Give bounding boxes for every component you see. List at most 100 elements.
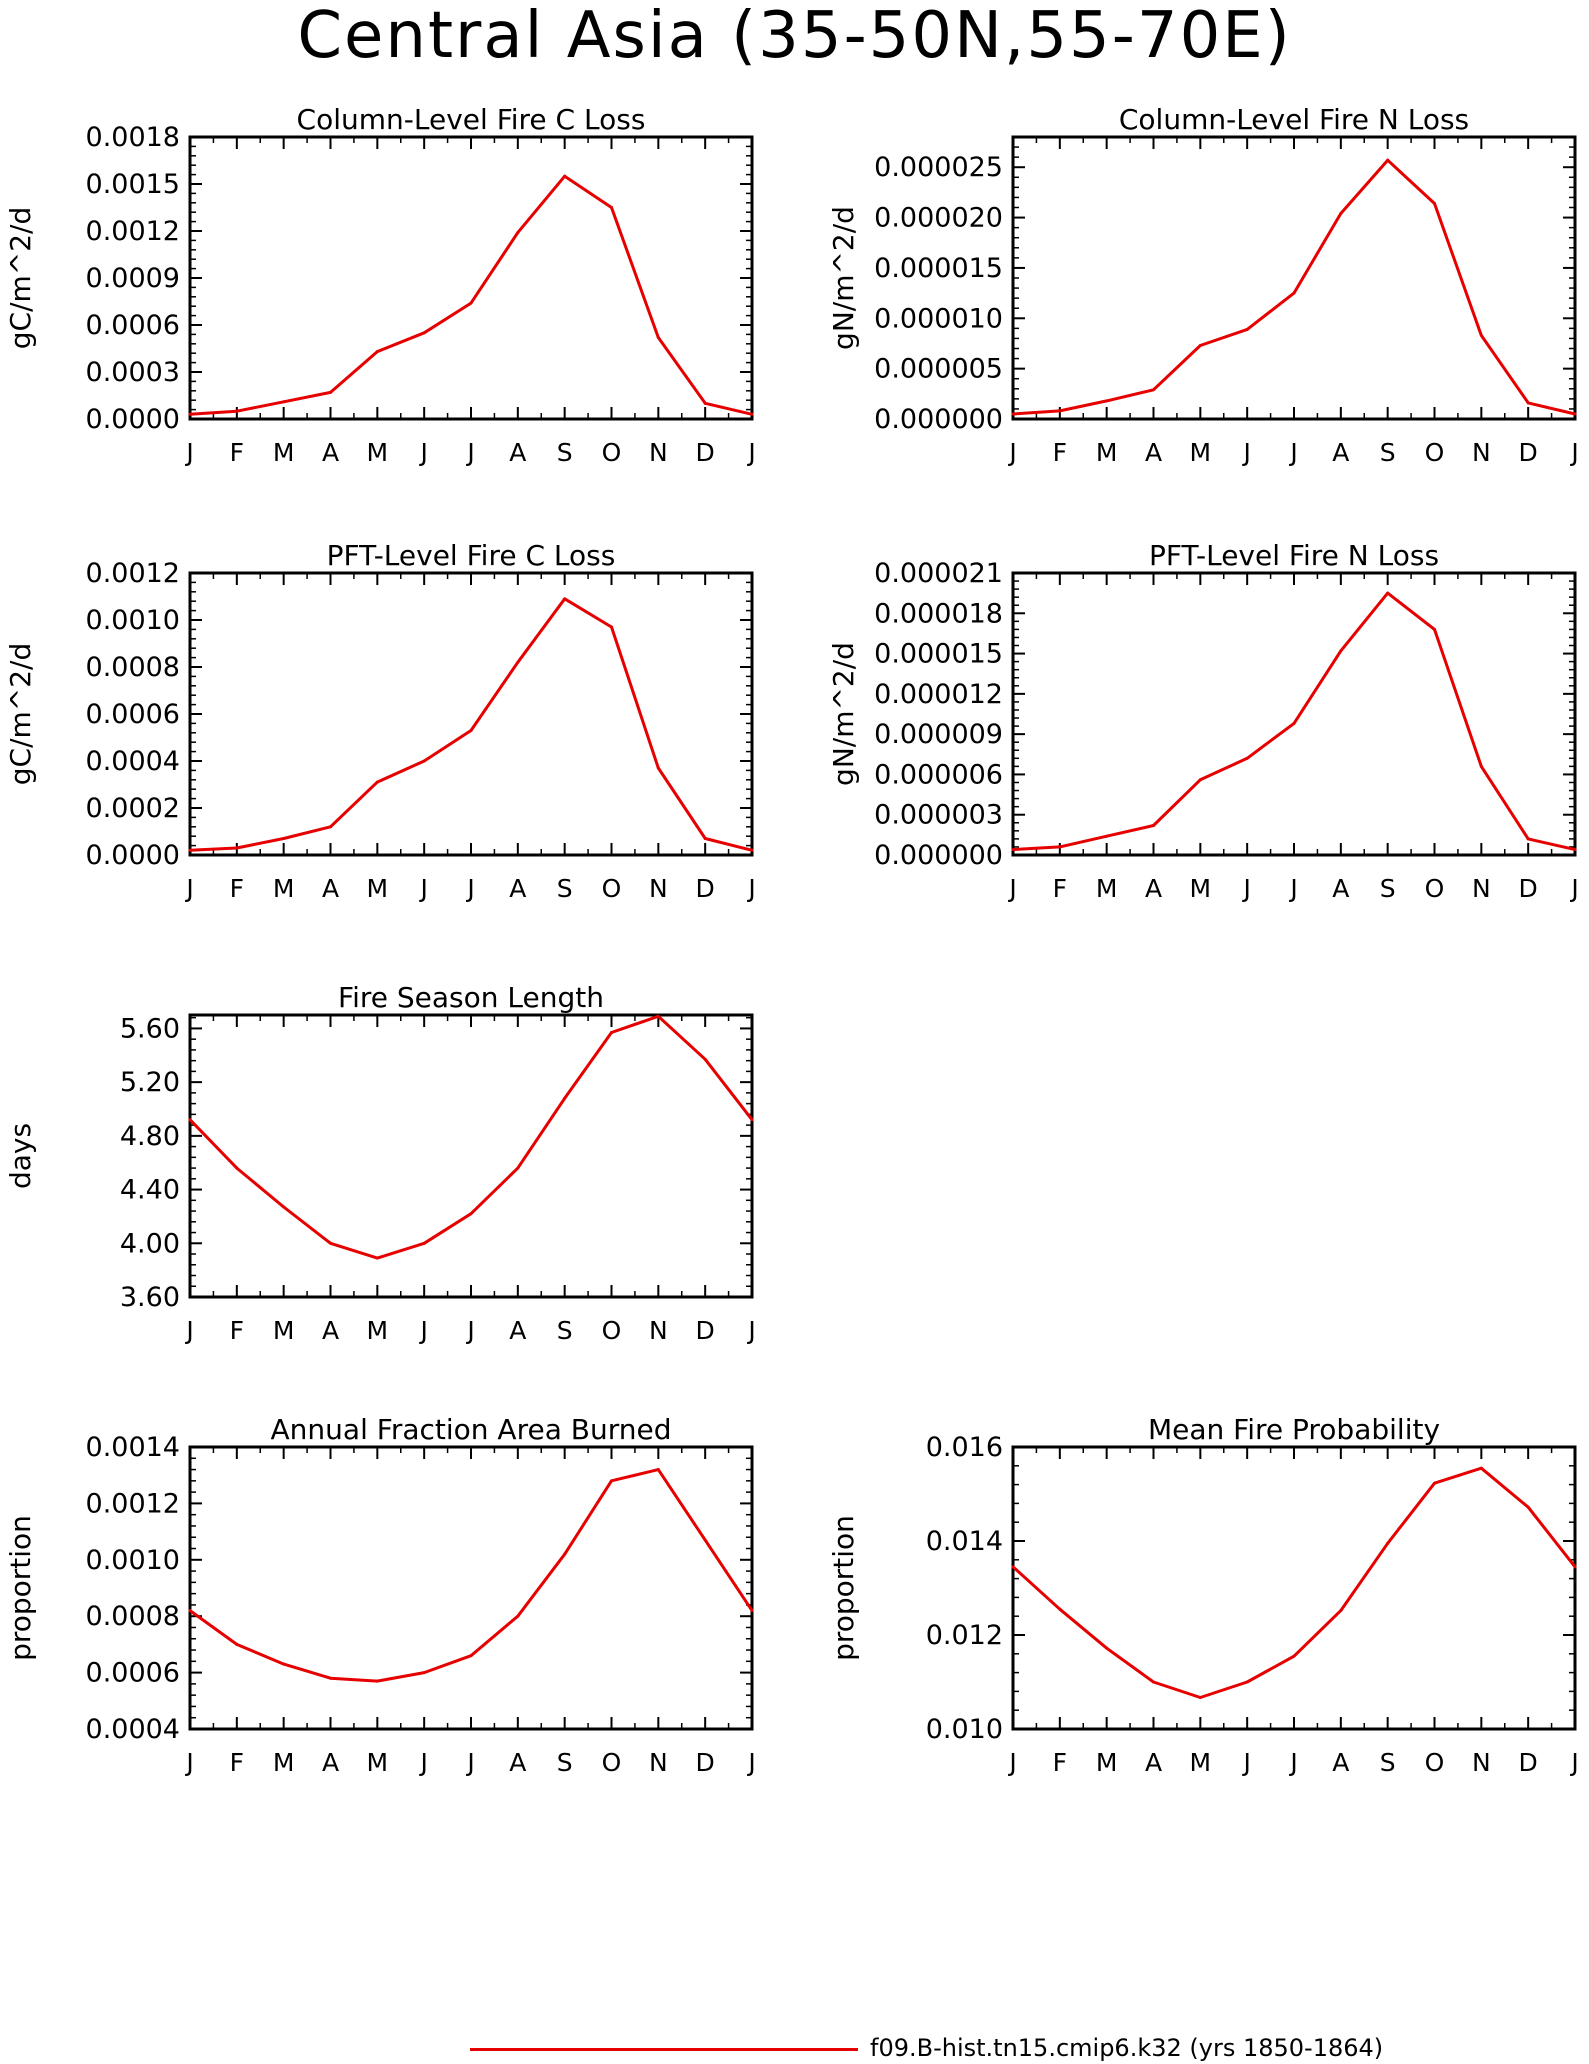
data-point — [1011, 412, 1015, 416]
series-line — [188, 1014, 754, 1260]
x-tick-label: J — [184, 438, 193, 467]
data-point — [516, 660, 520, 664]
plot-frame — [1011, 1445, 1577, 1731]
data-point — [610, 1030, 613, 1034]
y-axis-label: gN/m^2/d — [827, 206, 860, 350]
x-tick-label: O — [1425, 438, 1445, 467]
x-tick-label: S — [557, 1316, 573, 1345]
data-point — [750, 848, 754, 852]
x-tick-label: F — [230, 874, 244, 903]
x-tick-label: A — [322, 1748, 339, 1777]
chart-panel: J F M A M J J A S O N D J0.00000.00030.00060.00090.0… — [4, 103, 756, 467]
y-tick-label: 4.00 — [120, 1228, 180, 1259]
data-point — [656, 1468, 660, 1472]
x-tick-label: S — [557, 1748, 573, 1777]
x-tick-label: D — [696, 1748, 715, 1777]
data-point — [329, 1241, 332, 1245]
data-point — [1526, 1505, 1530, 1509]
panel-title: Column-Level Fire N Loss — [1119, 103, 1469, 136]
data-point — [188, 848, 192, 852]
data-point — [282, 1662, 286, 1666]
data-point — [703, 1057, 707, 1061]
x-tick-label: O — [1425, 1748, 1445, 1777]
x-tick-label: D — [1519, 1748, 1538, 1777]
y-tick-label: 0.000006 — [874, 759, 1003, 790]
y-tick-label: 0.000000 — [874, 404, 1003, 435]
x-tick-label: J — [1569, 874, 1578, 903]
x-tick-label: F — [1053, 874, 1067, 903]
y-tick-label: 0.000003 — [874, 800, 1003, 831]
x-tick-label: F — [1053, 1748, 1067, 1777]
series-line — [1012, 158, 1576, 416]
chart-panel: J F M A M J J A S O N D J0.0000000.0000050.0000100.0… — [827, 103, 1579, 467]
y-tick-label: 0.0006 — [86, 310, 180, 341]
x-tick-label: J — [184, 1316, 193, 1345]
y-axis-label: proportion — [827, 1515, 860, 1661]
y-tick-label: 0.016 — [926, 1432, 1003, 1463]
x-tick-label: J — [465, 438, 474, 467]
x-tick-label: M — [1096, 1748, 1118, 1777]
data-point — [1245, 327, 1249, 331]
x-tick-label: J — [1288, 1748, 1297, 1777]
x-tick-label: A — [1332, 438, 1349, 467]
data-point — [610, 625, 613, 629]
data-point — [656, 1014, 660, 1018]
data-point — [469, 1654, 473, 1658]
data-point — [703, 1538, 707, 1542]
data-point — [282, 837, 286, 841]
y-tick-label: 0.0015 — [86, 169, 180, 200]
data-point — [1105, 1646, 1109, 1650]
data-point — [1526, 837, 1530, 841]
data-point — [1105, 834, 1109, 838]
y-tick-label: 0.000018 — [874, 598, 1003, 629]
x-tick-label: J — [1241, 874, 1250, 903]
data-point — [703, 401, 707, 405]
y-tick-label: 0.000009 — [874, 719, 1003, 750]
data-point — [703, 837, 707, 841]
x-tick-label: J — [1007, 1748, 1016, 1777]
y-tick-label: 5.60 — [120, 1013, 180, 1044]
data-point — [375, 1679, 379, 1683]
x-tick-label: J — [465, 874, 474, 903]
data-point — [516, 1166, 520, 1170]
data-point — [1292, 1654, 1296, 1658]
data-point — [469, 301, 473, 305]
x-tick-label: J — [746, 874, 755, 903]
x-tick-label: M — [1190, 874, 1212, 903]
x-tick-label: J — [746, 1316, 755, 1345]
y-tick-label: 4.40 — [120, 1175, 180, 1206]
x-tick-label: N — [649, 1748, 668, 1777]
x-tick-label: O — [602, 874, 622, 903]
data-point — [610, 206, 613, 209]
data-point — [1433, 201, 1436, 205]
data-point — [1386, 591, 1390, 595]
y-tick-label: 0.0008 — [86, 652, 180, 683]
x-tick-label: J — [1241, 438, 1250, 467]
data-point — [1198, 1696, 1202, 1700]
data-point — [329, 1676, 332, 1680]
x-tick-label: M — [367, 874, 389, 903]
data-point — [563, 174, 567, 178]
x-tick-label: S — [557, 438, 573, 467]
x-tick-label: J — [746, 1748, 755, 1777]
x-tick-label: A — [509, 1748, 526, 1777]
plot-frame — [1011, 571, 1577, 857]
y-tick-label: 0.0010 — [86, 605, 180, 636]
chart-panel: J F M A M J J A S O N D J0.00000.00020.00040.00060.0… — [4, 539, 756, 903]
panel-title: PFT-Level Fire N Loss — [1149, 539, 1439, 572]
data-point — [1292, 721, 1296, 725]
data-point — [516, 1614, 520, 1618]
x-tick-label: O — [602, 438, 622, 467]
data-point — [1573, 1565, 1577, 1569]
plot-frame — [188, 1445, 754, 1731]
data-point — [563, 1096, 567, 1100]
y-tick-label: 0.010 — [926, 1714, 1003, 1745]
panel-title: Column-Level Fire C Loss — [297, 103, 646, 136]
data-point — [1479, 333, 1483, 337]
x-tick-label: A — [1145, 438, 1162, 467]
x-tick-label: A — [1332, 1748, 1349, 1777]
y-tick-label: 0.0004 — [86, 1714, 180, 1745]
y-tick-label: 4.80 — [120, 1121, 180, 1152]
x-tick-label: N — [649, 874, 668, 903]
